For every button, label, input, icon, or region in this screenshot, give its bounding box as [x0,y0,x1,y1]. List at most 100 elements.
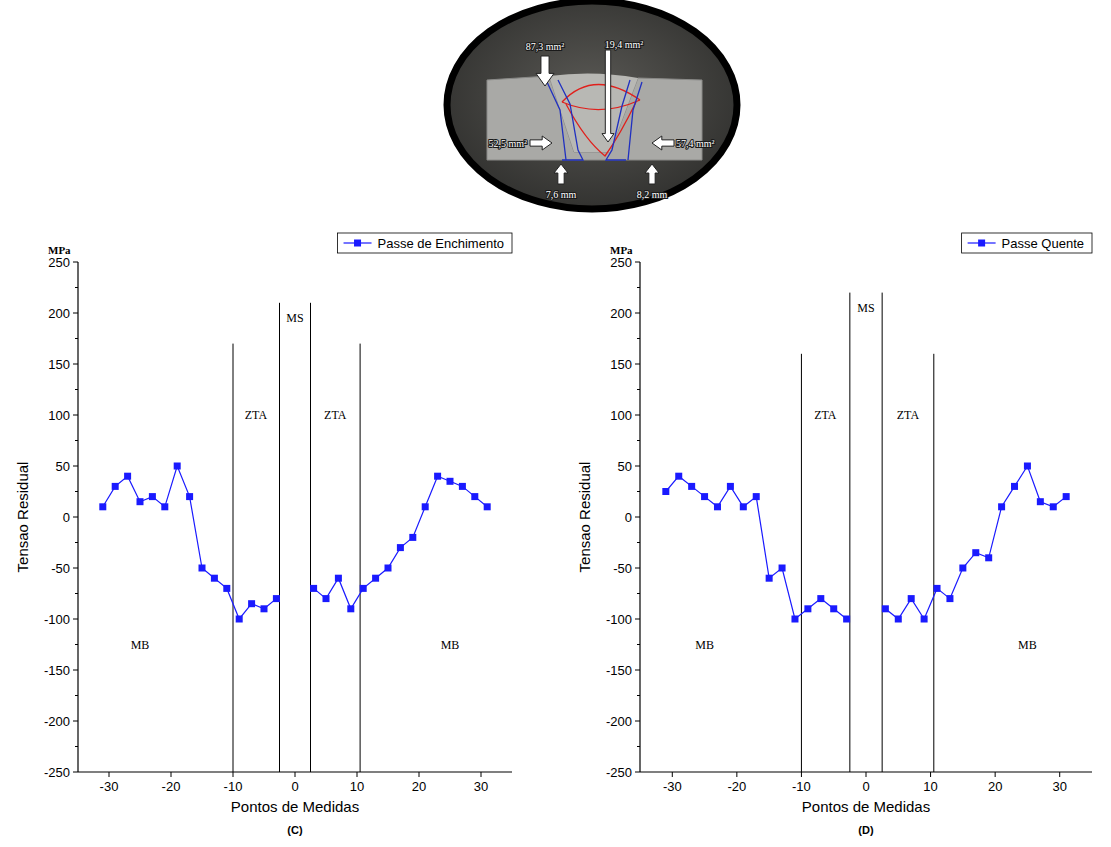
minor-tick [637,389,640,390]
x-tick-label: -30 [100,779,119,794]
y-tick [635,721,640,722]
marker [959,565,966,572]
marker [360,585,367,592]
marker [248,600,255,607]
marker [714,503,721,510]
marker [409,534,416,541]
minor-tick [637,542,640,543]
marker [843,616,850,623]
zone-boundary [279,303,280,772]
marker [998,503,1005,510]
minor-tick [637,491,640,492]
marker [161,503,168,510]
marker [1063,493,1070,500]
marker [688,483,695,490]
x-tick-label: 0 [862,779,869,794]
marker [766,575,773,582]
mount [447,1,737,209]
marker [972,549,979,556]
marker [921,616,928,623]
y-tick-label: 250 [48,255,70,270]
x-tick [866,772,867,777]
marker [985,554,992,561]
y-tick-label: -250 [606,765,632,780]
zone-boundary [933,354,934,772]
y-tick-label: -50 [51,561,70,576]
x-tick [295,772,296,777]
marker [459,483,466,490]
marker [1037,498,1044,505]
y-unit: MPa [48,244,71,256]
minor-tick [637,644,640,645]
y-tick-label: 200 [48,306,70,321]
marker [946,595,953,602]
marker [447,478,454,485]
y-tick-label: -150 [606,663,632,678]
zone-boundary [310,303,311,772]
x-axis-title: Pontos de Medidas [231,798,359,815]
marker [791,616,798,623]
y-tick-label: 50 [56,459,70,474]
marker [310,585,317,592]
minor-tick [637,593,640,594]
y-tick [635,313,640,314]
minor-tick [75,440,78,441]
y-tick [635,466,640,467]
y-tick [73,619,78,620]
zone-boundary [233,344,234,772]
minor-tick [75,491,78,492]
y-tick-label: -50 [613,561,632,576]
marker [149,493,156,500]
y-tick-label: 200 [610,306,632,321]
photo-label: 87,3 mm² [526,41,565,52]
marker [1050,503,1057,510]
legend-marker [354,240,361,247]
y-tick-label: 100 [48,408,70,423]
y-tick-label: -200 [606,714,632,729]
x-tick-label: -10 [224,779,243,794]
marker [830,605,837,612]
x-tick [995,772,996,777]
marker [484,503,491,510]
y-tick-label: -250 [44,765,70,780]
zone-boundary [882,293,883,772]
y-tick [73,772,78,773]
haz-line [547,82,566,160]
marker [779,565,786,572]
zone-label: MS [857,301,874,315]
panel-title: (C) [287,824,303,836]
series-line [103,466,487,619]
marker [934,585,941,592]
x-tick [481,772,482,777]
y-tick [73,466,78,467]
x-tick [357,772,358,777]
marker [740,503,747,510]
minor-tick [75,338,78,339]
marker [372,575,379,582]
plot-area [662,293,1069,772]
x-tick-label: 30 [1052,779,1066,794]
marker [422,503,429,510]
marker [99,503,106,510]
x-tick [109,772,110,777]
panel-title: (D) [858,824,874,836]
marker [817,595,824,602]
minor-tick [637,746,640,747]
y-tick-label: -100 [606,612,632,627]
y-tick-label: 0 [63,510,70,525]
y-tick-label: 0 [625,510,632,525]
y-tick [73,313,78,314]
chart: -250-200-150-100-50050100150200250-30-20… [14,233,512,836]
y-tick [73,364,78,365]
fusion-line [562,100,640,110]
marker [323,595,330,602]
marker [895,616,902,623]
minor-tick [75,542,78,543]
y-tick [73,517,78,518]
minor-tick [637,287,640,288]
marker [112,483,119,490]
y-tick [635,568,640,569]
zone-label: ZTA [324,408,347,422]
y-tick-label: 250 [610,255,632,270]
marker [727,483,734,490]
